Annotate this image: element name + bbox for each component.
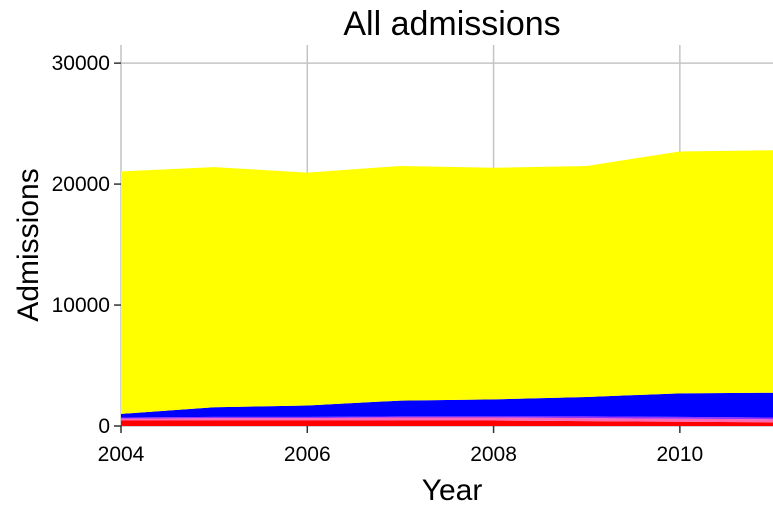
y-tick-label: 0 (98, 415, 110, 438)
x-tick-label: 2006 (284, 443, 331, 466)
x-tick-label: 2004 (98, 443, 145, 466)
area-series-4 (121, 392, 773, 418)
y-tick-label: 20000 (52, 173, 110, 196)
chart-title: All admissions (343, 5, 560, 43)
x-axis: 2004 2006 2008 2010 (98, 426, 703, 466)
area-series-2 (121, 417, 773, 423)
area-series-1 (121, 420, 773, 426)
area-layers (121, 150, 773, 426)
area-series-5 (121, 150, 773, 414)
y-tick-label: 10000 (52, 294, 110, 317)
y-axis-title: Admissions (12, 168, 45, 321)
y-axis: 0 10000 20000 30000 (52, 52, 121, 438)
x-tick-label: 2008 (470, 443, 517, 466)
x-axis-title: Year (422, 474, 483, 506)
y-tick-label: 30000 (52, 52, 110, 75)
area-series-3 (121, 416, 773, 420)
x-tick-label: 2010 (656, 443, 703, 466)
